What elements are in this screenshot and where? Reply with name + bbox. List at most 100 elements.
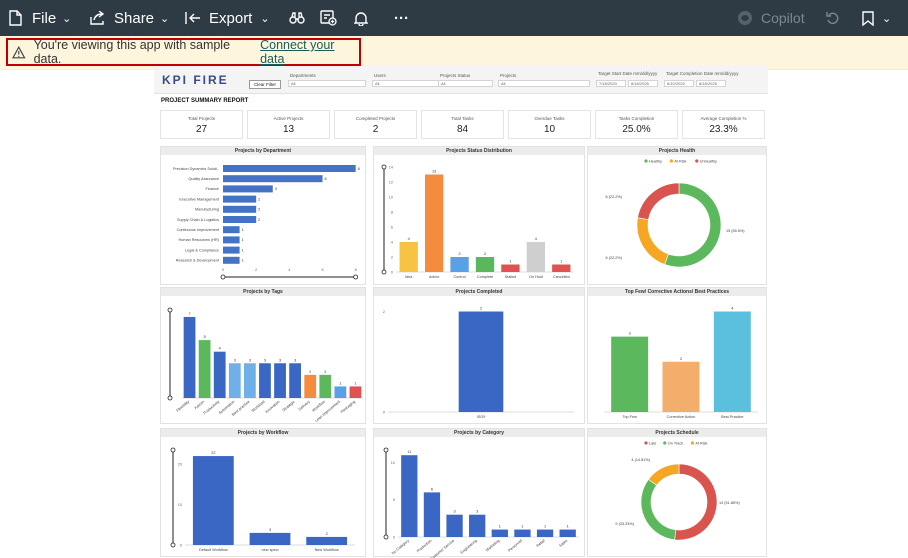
- kpi-card: Average Completion % 23.3%: [682, 110, 765, 139]
- data-label: 1: [521, 525, 523, 529]
- sample-data-banner: You're viewing this app with sample data…: [0, 36, 908, 70]
- binoculars-button[interactable]: [289, 0, 305, 36]
- kpi-card: Total Projects 27: [160, 110, 243, 139]
- report-add-icon: [320, 10, 337, 26]
- legend-marker: [695, 159, 699, 163]
- x-tick-label: 4: [288, 268, 290, 272]
- data-label: 3: [249, 358, 251, 362]
- data-label: 4: [535, 237, 537, 241]
- kpi-label: Total Tasks: [451, 116, 474, 121]
- data-label: 13: [432, 170, 436, 174]
- bar: [399, 242, 418, 272]
- bar: [243, 363, 256, 398]
- reset-button[interactable]: [826, 0, 840, 36]
- bar: [223, 205, 257, 213]
- data-label: 3: [294, 358, 296, 362]
- x-tick-label: Innovation: [265, 400, 281, 414]
- kpi-label: Average Completion %: [700, 116, 747, 121]
- x-tick-label: 8: [355, 268, 357, 272]
- data-label: 4: [219, 347, 221, 351]
- bookmark-menu[interactable]: ⌄: [862, 0, 891, 36]
- filter-label: Projects Status: [440, 73, 471, 78]
- more-options-button[interactable]: ···: [394, 0, 409, 36]
- y-tick-label: 14: [389, 165, 393, 169]
- y-tick-label: Quality Assurance: [188, 177, 219, 181]
- legend-label: Healthy: [649, 159, 662, 163]
- bar: [223, 226, 240, 234]
- kpi-fire-logo: KPI FIRE: [162, 73, 229, 87]
- data-label: 7: [188, 312, 190, 316]
- health-donut-chart: Healthy At Risk Unhealthy 15 (55.6%) 6 (22.2…: [606, 159, 745, 268]
- x-tick-label: Production: [416, 539, 432, 554]
- zoom-slider-handle: [381, 269, 387, 275]
- schedule-donut-chart: Late On Track At Risk 14 (51.85%) 9 (33.33%)…: [615, 441, 740, 541]
- copilot-label: Copilot: [761, 10, 805, 26]
- donut-slice: [637, 182, 680, 220]
- data-label: 6 (22.2%): [606, 195, 623, 199]
- bar: [223, 216, 257, 223]
- x-tick-label: 2: [255, 268, 257, 272]
- data-label: 4 (14.81%): [631, 458, 650, 462]
- start-date-to[interactable]: 8/18/2026: [628, 80, 658, 87]
- bar: [424, 174, 444, 272]
- bar: [334, 386, 347, 398]
- x-tick-label: Complete: [477, 275, 493, 279]
- chart-projects-by-department: Projects by Department Precision Dynamic…: [160, 146, 366, 285]
- kpi-value: 2: [372, 124, 379, 135]
- bar: [536, 529, 554, 537]
- data-label: 5: [204, 335, 206, 339]
- x-tick-label: Idea: [405, 275, 413, 279]
- data-label: 2: [309, 370, 311, 374]
- start-date-from[interactable]: 7/18/2020: [596, 80, 626, 87]
- bar: [446, 514, 463, 537]
- file-menu[interactable]: File ⌄: [8, 0, 71, 36]
- dropdown-value: All: [375, 81, 380, 86]
- kpi-card: Completed Projects 2: [334, 110, 417, 139]
- banner-message: You're viewing this app with sample data…: [33, 38, 231, 66]
- completion-date-from[interactable]: 6/10/2020: [664, 80, 694, 87]
- legend-marker: [669, 159, 673, 163]
- data-label: 6: [325, 177, 327, 181]
- share-menu[interactable]: Share ⌄: [90, 0, 169, 36]
- x-tick-label: Best Practice: [721, 415, 743, 419]
- status-dropdown[interactable]: All: [438, 80, 493, 87]
- data-label: 2: [480, 307, 482, 311]
- x-tick-label: Corrective Action: [667, 415, 696, 419]
- copilot-icon: [738, 11, 752, 25]
- bar: [450, 257, 469, 272]
- workflow-bar-chart: 0 10 20 22 Default Workflow 3 new speci 2 New Wo…: [170, 447, 355, 552]
- chart-projects-by-category: Projects by Category 0 5 10 11 No Category 6 P…: [373, 428, 585, 558]
- data-label: 3: [454, 510, 456, 514]
- data-label: 8: [358, 167, 360, 171]
- filter-label: Departments: [290, 73, 316, 78]
- y-tick-label: 2: [383, 310, 385, 314]
- bar: [501, 264, 520, 272]
- bar: [223, 256, 240, 264]
- completion-date-to[interactable]: 8/18/2026: [696, 80, 726, 87]
- data-label: 1: [242, 238, 244, 242]
- export-menu[interactable]: Export ⌄: [185, 0, 270, 36]
- x-tick-label: Engineering: [460, 539, 478, 555]
- chart-projects-by-tags: Projects by Tags 7 Flexibility 5 Kaizen 4 Pro…: [160, 287, 366, 424]
- clear-filter-label: Clear Filter: [253, 82, 276, 87]
- clear-filter-button[interactable]: Clear Filter: [249, 80, 281, 89]
- zoom-slider-handle: [170, 542, 176, 548]
- kpi-label: Active Projects: [273, 116, 304, 121]
- data-label: 1: [499, 525, 501, 529]
- bar: [349, 386, 362, 398]
- subscribe-button[interactable]: [320, 0, 337, 36]
- completed-bar-chart: 0 2 2 ISO9: [383, 307, 574, 419]
- data-label: 3: [476, 510, 478, 514]
- bar: [306, 536, 348, 545]
- legend-marker: [644, 159, 648, 163]
- notifications-button[interactable]: [354, 0, 368, 36]
- filter-label: Projects: [500, 73, 517, 78]
- department-dropdown[interactable]: All: [288, 80, 366, 87]
- bar: [289, 363, 302, 398]
- copilot-button[interactable]: Copilot: [737, 0, 805, 36]
- connect-data-link[interactable]: Connect your data: [260, 38, 335, 66]
- y-tick-label: Finance: [205, 187, 219, 191]
- y-tick-label: Research & Development: [176, 259, 220, 263]
- bar: [223, 236, 240, 244]
- projects-dropdown[interactable]: All: [498, 80, 590, 87]
